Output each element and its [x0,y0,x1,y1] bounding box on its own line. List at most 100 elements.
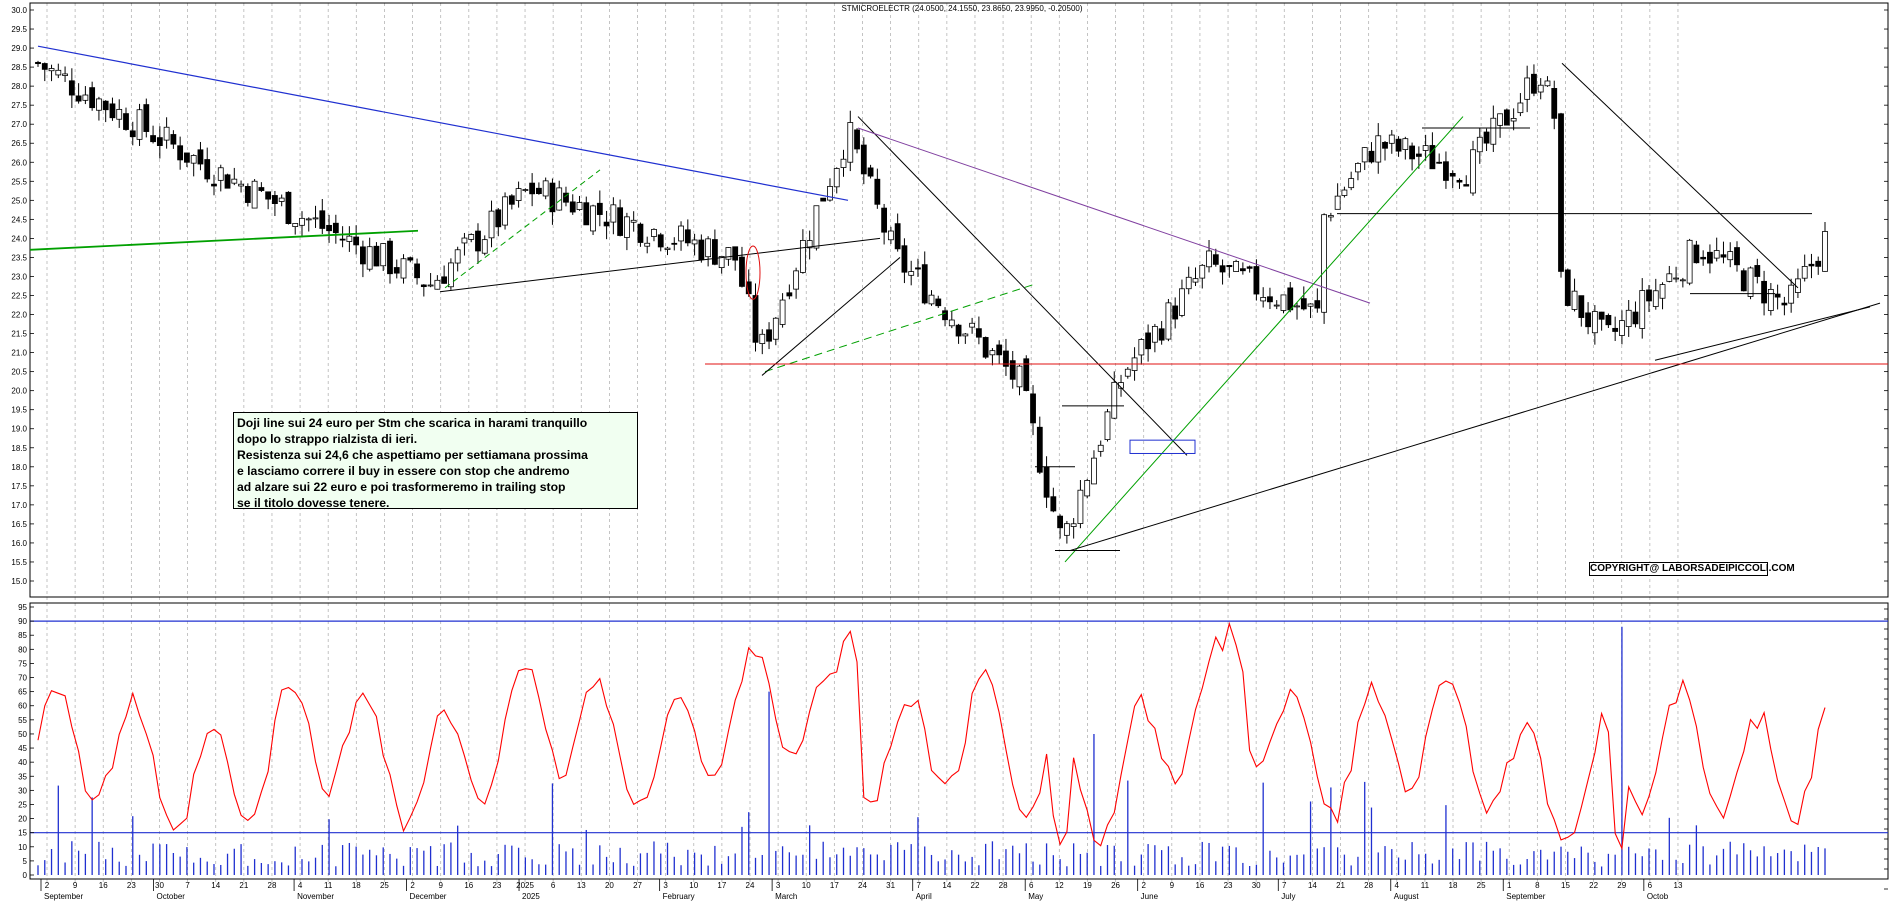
candle [1009,350,1016,389]
trendlines [29,45,1888,563]
candle [1355,162,1361,181]
candle-up [1375,135,1382,163]
candle [488,200,495,248]
candle [637,222,644,247]
candle-down [102,100,109,111]
candle [739,246,745,288]
candle [353,225,360,255]
candle [1571,278,1578,312]
osc-y-tick-label: 90 [18,617,27,626]
candle [366,237,373,272]
candle-down [854,129,860,150]
y-tick-label-left: 16.5 [11,520,27,529]
candle [732,246,739,271]
candle [1788,278,1795,313]
candle [319,198,326,235]
candle [590,204,596,236]
x-tick-label: 14 [211,881,220,890]
x-tick-label: 28 [999,881,1008,890]
candle [698,234,705,263]
candle-up [48,68,55,72]
x-tick-label: 7 [185,881,190,890]
candle-up [427,284,434,287]
candle-down [935,298,942,307]
candle [1463,175,1470,187]
candle-down [874,178,881,205]
candle [955,323,962,344]
candle-up [590,205,596,232]
x-tick-label: 25 [380,881,389,890]
x-tick-label: 6 [1648,881,1653,890]
candle [759,329,766,355]
x-tick-label: 18 [352,881,361,890]
candle [1206,239,1212,273]
candle-down [339,238,346,241]
y-tick-label-left: 20.5 [11,368,27,377]
candle-up [1111,381,1118,419]
candle [1138,338,1145,365]
candle-up [908,271,915,276]
candle [258,182,265,192]
x-tick-label: 14 [942,881,951,890]
candle-up [1544,80,1551,87]
candle [75,83,82,104]
candle [860,137,867,185]
candle [1598,311,1605,331]
candle [123,107,129,131]
osc-y-tick-label: 25 [18,800,27,809]
y-tick-label-left: 23.5 [11,253,27,262]
trendline-support-2 [1654,306,1871,361]
candle-up [434,279,441,290]
candle-down [1395,138,1402,152]
candle-down [204,159,211,180]
candle [935,295,942,308]
candle-down [1740,270,1747,292]
osc-y-tick-label: 35 [18,772,27,781]
candle-down [1558,113,1564,272]
candle-down [752,295,759,343]
candle [1720,241,1727,264]
candle [1767,283,1774,316]
candle [1334,183,1341,210]
candle [1693,240,1700,264]
highlight-box [1129,439,1196,454]
candle-down [1239,268,1246,272]
candle-down [637,223,644,243]
candle-up [610,204,617,223]
candle-down [860,144,867,175]
candle [1003,338,1009,376]
candle [312,205,319,228]
copyright-label: COPYRIGHT@ LABORSADEIPICCOLI.COM [1589,562,1795,576]
candle [441,265,448,284]
candle-down [942,310,948,321]
candle [1016,364,1023,396]
candle [515,181,522,208]
candle [224,173,231,189]
candle-up [299,217,305,226]
candle [387,238,393,284]
candle [1409,142,1415,171]
candle-up [1233,261,1240,272]
x-tick-label: 1 [1507,881,1512,890]
y-tick-label-left: 27.5 [11,101,27,110]
x-tick-label: 12 [1055,881,1064,890]
x-tick-label: 23 [1224,881,1233,890]
candle-up [1179,288,1185,316]
candle [1260,287,1267,308]
candle [1544,76,1551,87]
candle-down [894,223,901,250]
x-tick-label: 11 [324,881,333,890]
candle-down [1646,289,1652,302]
candle [1497,113,1503,138]
candle [136,103,143,146]
osc-y-tick-label: 65 [18,688,27,697]
y-tick-label-left: 26.5 [11,139,27,148]
y-tick-label-left: 21.0 [11,349,27,358]
candle-down [583,202,590,226]
candle [177,136,184,170]
candle-up [1185,276,1192,290]
candle [41,62,48,82]
candle-down [1429,145,1436,170]
note-line: e lasciamo correre il buy in essere con … [237,464,570,478]
candle-down [360,246,366,265]
